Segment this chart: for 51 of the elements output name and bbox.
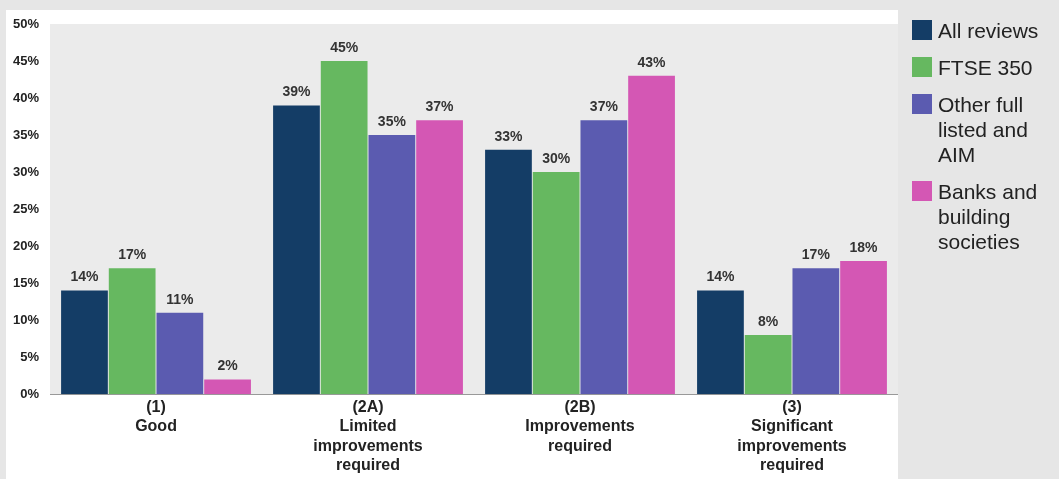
- y-tick-label: 30%: [12, 163, 40, 179]
- y-tick-label: 0%: [20, 385, 40, 401]
- bar: [156, 312, 204, 395]
- x-tick-label: (2A) Limited improvements required: [313, 398, 423, 473]
- y-tick-label: 10%: [12, 311, 40, 327]
- legend-label: FTSE 350: [938, 55, 1033, 80]
- data-label: 35%: [377, 112, 407, 129]
- data-label: 8%: [758, 312, 779, 329]
- data-label: 45%: [330, 38, 359, 55]
- data-label: 14%: [706, 268, 736, 285]
- x-tick-label: (1) Good: [135, 398, 177, 435]
- y-tick-label: 15%: [12, 274, 40, 290]
- data-label: 30%: [542, 149, 571, 166]
- x-tick-label: (3) Significant improvements required: [737, 398, 847, 473]
- bar: [204, 379, 251, 395]
- data-label: 17%: [801, 246, 831, 263]
- y-tick-label: 40%: [12, 89, 40, 105]
- legend-label: Other full listed and AIM: [938, 92, 1029, 167]
- bar: [61, 290, 108, 395]
- y-tick-label: 25%: [12, 200, 40, 216]
- y-tick-label: 45%: [12, 52, 40, 68]
- bar: [485, 149, 532, 395]
- data-label: 37%: [589, 98, 619, 115]
- data-label: 39%: [282, 83, 312, 100]
- data-label: 37%: [425, 98, 455, 115]
- y-tick-label: 5%: [20, 348, 40, 364]
- y-tick-label: 20%: [12, 237, 40, 253]
- bar: [580, 120, 628, 395]
- bar: [628, 75, 675, 395]
- bar: [416, 120, 463, 395]
- legend-label: All reviews: [938, 18, 1039, 43]
- y-tick-label: 35%: [12, 126, 40, 142]
- bar: [532, 172, 580, 395]
- data-label: 33%: [494, 127, 524, 144]
- bar: [368, 135, 416, 395]
- bar: [840, 260, 887, 395]
- y-tick-label: 50%: [12, 15, 40, 31]
- data-label: 2%: [217, 357, 239, 374]
- bar: [697, 290, 744, 395]
- bar: [273, 105, 320, 395]
- data-label: 17%: [118, 246, 147, 263]
- data-label: 11%: [166, 290, 195, 307]
- bar: [744, 334, 792, 395]
- bar: [320, 61, 368, 395]
- x-tick-label: (2B) Improvements required: [525, 398, 635, 454]
- legend-label: Banks and building societies: [938, 179, 1039, 254]
- data-label: 18%: [849, 238, 879, 255]
- bar: [792, 268, 840, 395]
- bar: [108, 268, 156, 395]
- data-label: 14%: [70, 268, 100, 285]
- data-label: 43%: [637, 53, 667, 70]
